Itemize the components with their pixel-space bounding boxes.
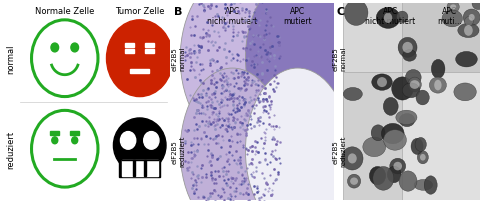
Bar: [71, 131, 79, 135]
Ellipse shape: [465, 17, 473, 27]
Bar: [50, 131, 59, 135]
Ellipse shape: [454, 83, 476, 101]
Bar: [119, 158, 160, 177]
Text: eIF2B5
normal: eIF2B5 normal: [333, 47, 346, 71]
Ellipse shape: [245, 69, 350, 204]
Ellipse shape: [350, 177, 358, 185]
Ellipse shape: [382, 124, 404, 144]
Ellipse shape: [384, 98, 398, 116]
Bar: [144, 160, 146, 176]
Text: reduziert: reduziert: [7, 130, 15, 168]
Circle shape: [107, 21, 173, 97]
Ellipse shape: [373, 167, 394, 190]
Text: eIF2B5
reduziert: eIF2B5 reduziert: [172, 135, 185, 167]
FancyBboxPatch shape: [343, 73, 432, 204]
Bar: [145, 44, 155, 48]
Ellipse shape: [468, 15, 475, 22]
Ellipse shape: [363, 137, 385, 157]
Ellipse shape: [348, 154, 357, 164]
Ellipse shape: [447, 2, 459, 14]
Ellipse shape: [136, 148, 143, 157]
Ellipse shape: [384, 14, 392, 24]
Circle shape: [51, 44, 59, 53]
Ellipse shape: [396, 111, 417, 125]
Text: Tumor Zelle: Tumor Zelle: [115, 7, 165, 16]
Ellipse shape: [343, 88, 362, 101]
Ellipse shape: [342, 147, 363, 170]
Ellipse shape: [414, 180, 432, 190]
Ellipse shape: [144, 132, 159, 150]
Ellipse shape: [370, 167, 386, 185]
Bar: [133, 160, 135, 176]
Circle shape: [72, 137, 78, 144]
Ellipse shape: [416, 91, 429, 105]
Ellipse shape: [463, 10, 480, 27]
Ellipse shape: [402, 83, 420, 98]
Ellipse shape: [245, 0, 350, 141]
Bar: [125, 50, 134, 54]
Ellipse shape: [113, 118, 166, 173]
Circle shape: [71, 44, 79, 53]
Ellipse shape: [402, 43, 413, 54]
Ellipse shape: [396, 12, 408, 23]
Bar: [131, 70, 149, 73]
Ellipse shape: [394, 162, 402, 171]
Text: APC
nicht mutiert: APC nicht mutiert: [365, 7, 415, 26]
Ellipse shape: [472, 0, 480, 10]
Ellipse shape: [406, 70, 421, 86]
Ellipse shape: [432, 60, 445, 79]
FancyBboxPatch shape: [402, 73, 480, 204]
Ellipse shape: [376, 8, 400, 29]
Ellipse shape: [424, 176, 437, 194]
Ellipse shape: [120, 132, 136, 150]
Circle shape: [32, 21, 98, 97]
Bar: [145, 50, 155, 54]
Ellipse shape: [417, 151, 428, 164]
Ellipse shape: [387, 166, 401, 183]
Circle shape: [52, 137, 58, 144]
Ellipse shape: [408, 78, 421, 92]
Ellipse shape: [411, 139, 423, 155]
Text: normal: normal: [7, 44, 15, 74]
Ellipse shape: [348, 174, 360, 188]
Bar: [121, 160, 158, 176]
Ellipse shape: [180, 0, 285, 141]
Ellipse shape: [450, 5, 456, 10]
Text: B: B: [174, 7, 182, 17]
Ellipse shape: [403, 50, 416, 62]
Ellipse shape: [390, 159, 406, 174]
Ellipse shape: [410, 81, 420, 89]
Ellipse shape: [399, 171, 417, 191]
Circle shape: [32, 111, 98, 187]
Ellipse shape: [180, 69, 285, 204]
Ellipse shape: [398, 38, 417, 58]
Ellipse shape: [434, 80, 442, 91]
Ellipse shape: [442, 11, 462, 28]
Ellipse shape: [464, 26, 473, 37]
Ellipse shape: [458, 24, 479, 38]
Text: eIF2B5
reduziert: eIF2B5 reduziert: [333, 135, 346, 167]
Text: APC
mutiert: APC mutiert: [283, 7, 312, 26]
Text: eIF2B5
normal: eIF2B5 normal: [172, 47, 185, 71]
FancyBboxPatch shape: [343, 0, 432, 137]
Ellipse shape: [436, 203, 444, 204]
Ellipse shape: [399, 114, 415, 127]
Text: C: C: [336, 7, 345, 17]
Ellipse shape: [430, 78, 446, 94]
Text: APC
muti...: APC muti...: [437, 7, 462, 26]
Ellipse shape: [345, 1, 368, 26]
Ellipse shape: [384, 130, 407, 151]
Ellipse shape: [456, 52, 477, 68]
Bar: [125, 44, 134, 48]
Ellipse shape: [392, 78, 413, 101]
Ellipse shape: [372, 74, 392, 91]
FancyBboxPatch shape: [402, 0, 480, 137]
Ellipse shape: [377, 78, 387, 88]
Text: Normale Zelle: Normale Zelle: [35, 7, 95, 16]
Text: APC
nicht mutiert: APC nicht mutiert: [207, 7, 258, 26]
Ellipse shape: [415, 138, 426, 152]
Ellipse shape: [420, 154, 426, 161]
Ellipse shape: [371, 125, 385, 141]
